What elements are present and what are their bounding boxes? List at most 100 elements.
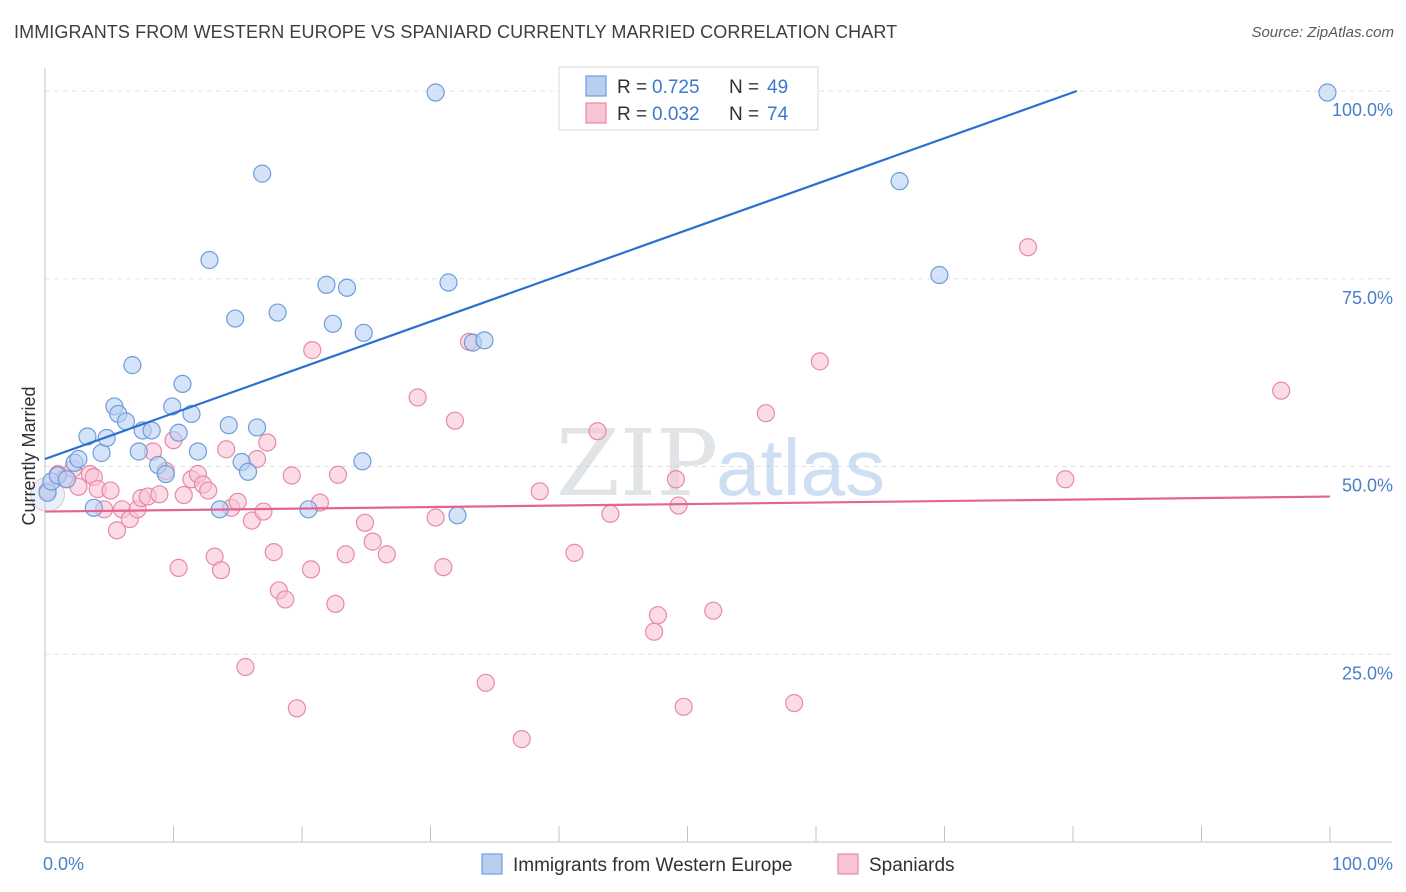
- spaniards-point: [445, 411, 465, 430]
- spaniards-point: [328, 465, 348, 484]
- bottom-legend-swatch-pink: [837, 853, 859, 875]
- legend-r-value-pink: 0.032: [652, 104, 700, 125]
- legend-n-value-pink: 74: [767, 104, 789, 125]
- spaniards-point: [704, 601, 723, 620]
- spaniards-point: [408, 388, 427, 407]
- spaniards-point: [1018, 238, 1038, 257]
- spaniards-point: [1272, 381, 1291, 400]
- legend-swatch-pink: [585, 102, 607, 124]
- western-europe-point: [268, 303, 287, 322]
- western-europe-point: [226, 309, 245, 328]
- spaniards-point: [301, 560, 321, 579]
- legend: R = 0.725 N = 49 R = 0.032 N = 74: [558, 66, 819, 131]
- axes: [44, 68, 1392, 843]
- spaniards-point: [756, 404, 775, 423]
- tick-labels: 25.0% 50.0% 75.0% 100.0% 0.0% 100.0%: [43, 100, 1393, 874]
- spaniards-point: [666, 470, 686, 489]
- spaniards-point: [336, 545, 355, 564]
- gridlines: [45, 90, 1392, 655]
- spaniards-point: [211, 561, 231, 580]
- x-tick-label-max: 100.0%: [1332, 854, 1393, 874]
- spaniards-point: [254, 502, 273, 521]
- spaniards-point: [669, 496, 688, 515]
- western-europe-point: [169, 423, 188, 442]
- western-europe-point: [142, 421, 161, 440]
- x-tick-label-min: 0.0%: [43, 854, 84, 874]
- spaniards-point: [377, 545, 396, 564]
- trend-line-western-europe: [44, 89, 1078, 461]
- spaniards-point: [512, 730, 531, 749]
- western-europe-point: [156, 464, 175, 484]
- spaniards-point: [601, 504, 620, 523]
- western-europe-point: [123, 356, 142, 375]
- western-europe-point: [448, 506, 467, 525]
- spaniards-point: [1056, 470, 1075, 489]
- western-europe-point: [353, 452, 372, 471]
- y-tick-label: 25.0%: [1342, 663, 1393, 683]
- western-europe-point: [426, 83, 445, 102]
- spaniards-point: [565, 543, 584, 562]
- western-europe-point: [163, 397, 182, 416]
- spaniards-point: [101, 481, 120, 500]
- bottom-legend: Immigrants from Western Europe Spaniards: [481, 853, 955, 876]
- spaniards-point: [434, 558, 453, 577]
- spaniards-point: [236, 657, 255, 677]
- western-europe-point: [323, 314, 342, 333]
- series-immigrants-western-europe: [38, 83, 1337, 525]
- spaniards-point: [264, 543, 283, 562]
- western-europe-point: [238, 462, 258, 481]
- legend-n-value-blue: 49: [767, 77, 788, 98]
- spaniards-point: [588, 422, 607, 441]
- spaniards-point: [326, 594, 345, 614]
- trend-lines: [44, 89, 1331, 513]
- spaniards-point: [810, 352, 829, 371]
- spaniards-point: [174, 485, 193, 505]
- western-europe-point: [200, 250, 219, 270]
- western-europe-point: [247, 418, 267, 437]
- spaniards-point: [169, 558, 188, 577]
- legend-swatch-blue: [585, 75, 607, 97]
- y-axis-label: Currently Married: [19, 386, 39, 525]
- spaniards-point: [476, 673, 495, 692]
- spaniards-point: [426, 508, 445, 527]
- western-europe-point: [354, 323, 373, 342]
- watermark: ZIP atlas: [556, 410, 885, 517]
- spaniards-point: [287, 699, 306, 718]
- western-europe-point: [317, 275, 336, 294]
- y-tick-label: 75.0%: [1342, 288, 1393, 308]
- watermark-atlas: atlas: [716, 423, 885, 512]
- spaniards-point: [282, 466, 301, 485]
- spaniards-point: [648, 606, 668, 625]
- spaniards-point: [303, 341, 322, 360]
- y-tick-label: 50.0%: [1342, 476, 1393, 496]
- western-europe-point: [219, 416, 238, 435]
- spaniards-point: [258, 433, 277, 452]
- spaniards-point: [150, 485, 169, 504]
- western-europe-point: [182, 404, 201, 424]
- legend-r-value-blue: 0.725: [652, 77, 700, 98]
- spaniards-point: [363, 532, 382, 551]
- western-europe-point: [188, 442, 208, 461]
- legend-r-label-pink: R =: [617, 104, 647, 125]
- chart-title: IMMIGRANTS FROM WESTERN EUROPE VS SPANIA…: [14, 22, 898, 42]
- y-tick-label: 100.0%: [1332, 100, 1393, 120]
- western-europe-point: [92, 443, 111, 463]
- bottom-legend-label-pink: Spaniards: [869, 855, 955, 876]
- watermark-zip: ZIP: [556, 410, 718, 517]
- legend-n-label-blue: N =: [729, 77, 759, 98]
- western-europe-point: [930, 265, 949, 285]
- bottom-legend-label-blue: Immigrants from Western Europe: [513, 855, 792, 876]
- western-europe-point: [337, 278, 357, 297]
- western-europe-point: [129, 442, 148, 461]
- trend-line-spaniards: [44, 495, 1331, 513]
- western-europe-point: [253, 164, 272, 183]
- legend-r-label-blue: R =: [617, 77, 647, 98]
- spaniards-point: [199, 481, 218, 500]
- spaniards-point: [107, 521, 127, 540]
- western-europe-point: [439, 273, 458, 292]
- western-europe-point: [890, 172, 909, 191]
- bottom-legend-swatch-blue: [481, 853, 503, 875]
- spaniards-point: [530, 482, 549, 501]
- western-europe-point: [1318, 83, 1337, 102]
